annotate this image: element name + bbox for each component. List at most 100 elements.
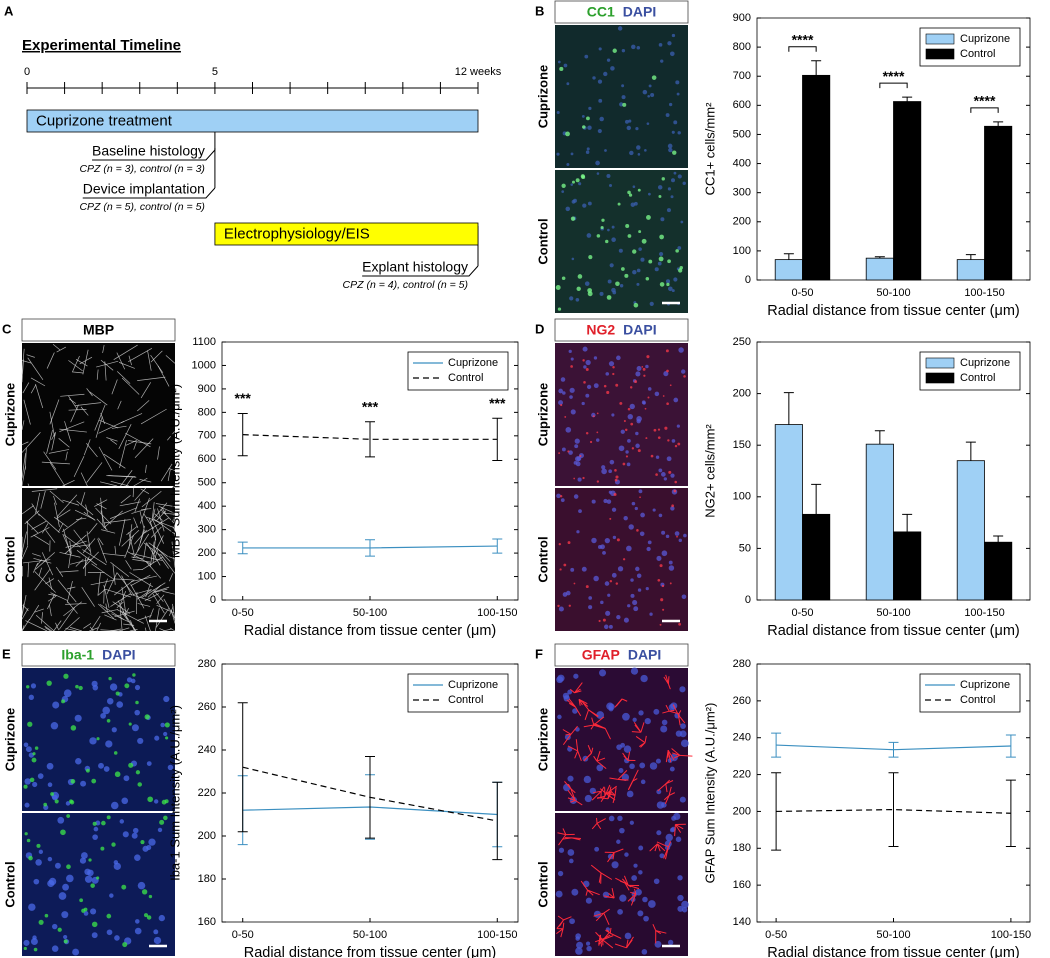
fiber: [143, 513, 154, 530]
cell: [575, 178, 580, 183]
micrograph-texture: [23, 673, 174, 811]
cell: [63, 934, 68, 940]
y-tick-label: 180: [198, 873, 216, 885]
cell: [141, 889, 148, 895]
cell: [600, 225, 604, 230]
cell: [626, 462, 631, 467]
astrocyte: [593, 755, 598, 762]
fiber: [44, 625, 53, 632]
cell: [637, 188, 641, 192]
fiber: [38, 567, 42, 576]
cell: [660, 217, 665, 222]
cell: [593, 356, 598, 360]
cell: [677, 894, 684, 902]
fiber: [114, 545, 117, 555]
cell: [645, 364, 649, 369]
cell: [604, 537, 610, 544]
cell: [146, 844, 152, 851]
astrocyte: [596, 757, 606, 762]
astrocyte: [574, 682, 583, 694]
cell: [675, 836, 682, 843]
cell: [606, 390, 610, 395]
cell: [24, 832, 28, 836]
astrocyte: [652, 924, 657, 931]
fiber: [64, 421, 72, 442]
fiber: [21, 348, 25, 375]
significance-bracket: [879, 82, 908, 89]
cell: [627, 414, 633, 420]
cell: [106, 718, 111, 723]
cell: [163, 731, 168, 737]
fiber: [101, 609, 119, 614]
cell: [597, 79, 603, 84]
cell: [594, 846, 600, 852]
cell: [128, 722, 132, 726]
error-bar: [1005, 734, 1016, 758]
legend-label: Control: [960, 372, 995, 384]
fiber: [68, 395, 78, 410]
cell: [597, 545, 602, 549]
cell: [657, 578, 661, 582]
error-bar: [1005, 779, 1016, 847]
astrocyte: [667, 841, 672, 848]
timeline-bar: [26, 109, 479, 133]
cell: [135, 770, 141, 775]
fiber: [116, 352, 126, 370]
astrocyte: [621, 698, 628, 702]
fiber: [118, 424, 132, 450]
astrocyte: [583, 724, 594, 728]
y-tick-label: 200: [733, 388, 751, 400]
fiber: [35, 552, 55, 570]
cell: [61, 699, 66, 704]
fiber: [91, 563, 113, 579]
fiber: [154, 513, 163, 521]
cell: [629, 386, 633, 389]
cell: [679, 730, 687, 738]
cell: [79, 857, 87, 864]
cell: [645, 586, 649, 591]
fiber: [98, 603, 115, 619]
cell: [638, 870, 643, 875]
cell: [617, 202, 621, 206]
fiber: [119, 440, 127, 469]
cell: [96, 876, 100, 880]
fiber: [23, 399, 31, 425]
cell: [622, 462, 626, 466]
cell: [163, 815, 168, 821]
x-tick-label: 100-150: [477, 607, 517, 619]
cell: [654, 940, 662, 948]
fiber: [96, 369, 99, 380]
cell: [660, 59, 664, 63]
fiber: [163, 628, 173, 632]
fiber: [99, 481, 118, 487]
x-tick-label: 50-100: [353, 929, 387, 941]
astrocyte: [665, 780, 674, 785]
fiber: [131, 552, 157, 560]
fiber: [106, 437, 118, 442]
cell: [652, 508, 656, 512]
x-tick-label: 0-50: [232, 607, 254, 619]
astrocyte: [567, 797, 576, 801]
astrocyte: [562, 734, 572, 746]
fiber: [49, 399, 60, 425]
legend-label: Control: [448, 694, 483, 706]
cell: [662, 395, 665, 397]
cell: [74, 714, 82, 722]
row-label: Cuprizone: [535, 65, 550, 129]
cell: [23, 939, 30, 946]
cell: [575, 297, 580, 302]
y-axis-label: GFAP Sum Intensity (A.U./μm²): [702, 703, 717, 884]
y-tick-label: 500: [198, 477, 216, 489]
cell: [137, 782, 142, 787]
fiber: [136, 589, 152, 600]
fiber: [80, 492, 86, 505]
fiber: [41, 523, 49, 534]
cell: [565, 206, 571, 212]
cell: [582, 346, 588, 352]
cell: [646, 214, 651, 220]
cell: [559, 568, 562, 571]
fiber: [129, 629, 138, 632]
cell: [609, 579, 613, 583]
astrocyte: [675, 824, 684, 830]
astrocyte: [614, 698, 623, 708]
